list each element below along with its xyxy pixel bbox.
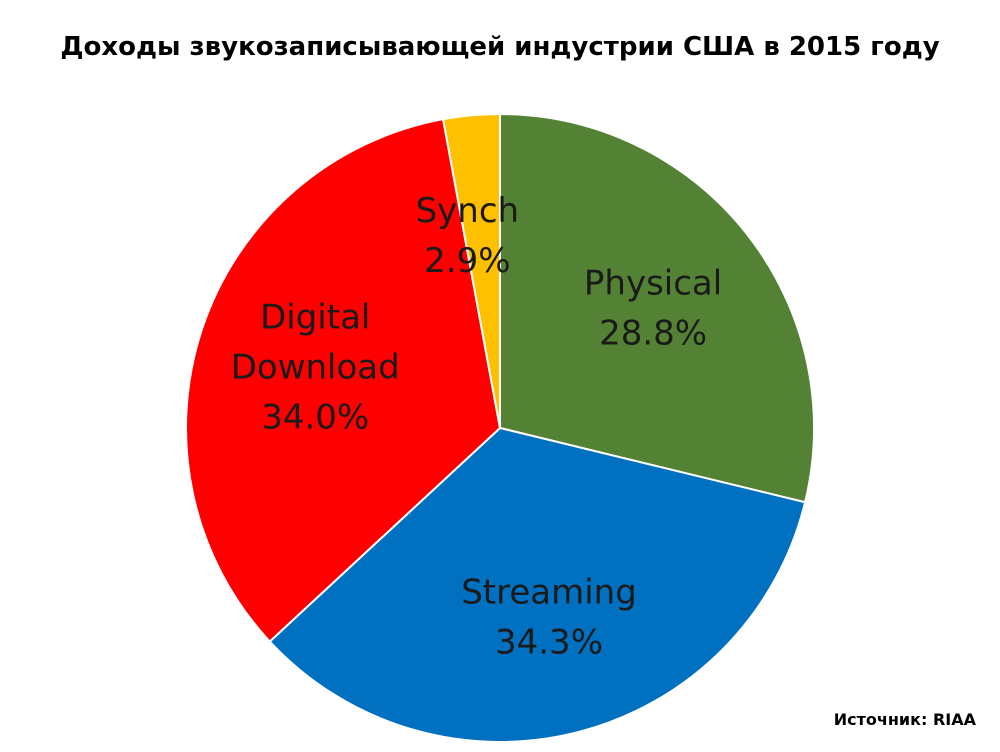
pie-labels: Physical 28.8% Streaming 34.3% Digital Downlo… bbox=[231, 191, 723, 663]
slice-value-1: 34.3% bbox=[495, 622, 603, 662]
slice-name-2: Download bbox=[231, 348, 400, 388]
slice-value-0: 28.8% bbox=[599, 314, 707, 354]
slice-name-0: Physical bbox=[584, 264, 722, 304]
slice-value-2: 34.0% bbox=[261, 398, 369, 438]
pie-slice-2 bbox=[185, 118, 502, 643]
chart-title: Доходы звукозаписывающей индустрии США в… bbox=[60, 32, 940, 62]
source-note: Источник: RIAA bbox=[833, 710, 976, 729]
pie-slice-3 bbox=[441, 112, 501, 429]
slice-label-0: Physical 28.8% bbox=[584, 264, 722, 354]
slice-value-3: 2.9% bbox=[424, 241, 510, 281]
pie-slice-1 bbox=[268, 426, 807, 743]
slice-label-2: Digital Download 34.0% bbox=[231, 298, 400, 438]
slice-name-1: Streaming bbox=[461, 572, 637, 612]
slice-name-3: Synch bbox=[416, 191, 520, 231]
slice-label-3: Synch 2.9% bbox=[416, 191, 520, 281]
pie-slice-0 bbox=[499, 112, 815, 504]
slice-label-1: Streaming 34.3% bbox=[461, 572, 637, 662]
slice-name-2: Digital bbox=[260, 298, 370, 338]
pie-slices bbox=[185, 112, 815, 743]
